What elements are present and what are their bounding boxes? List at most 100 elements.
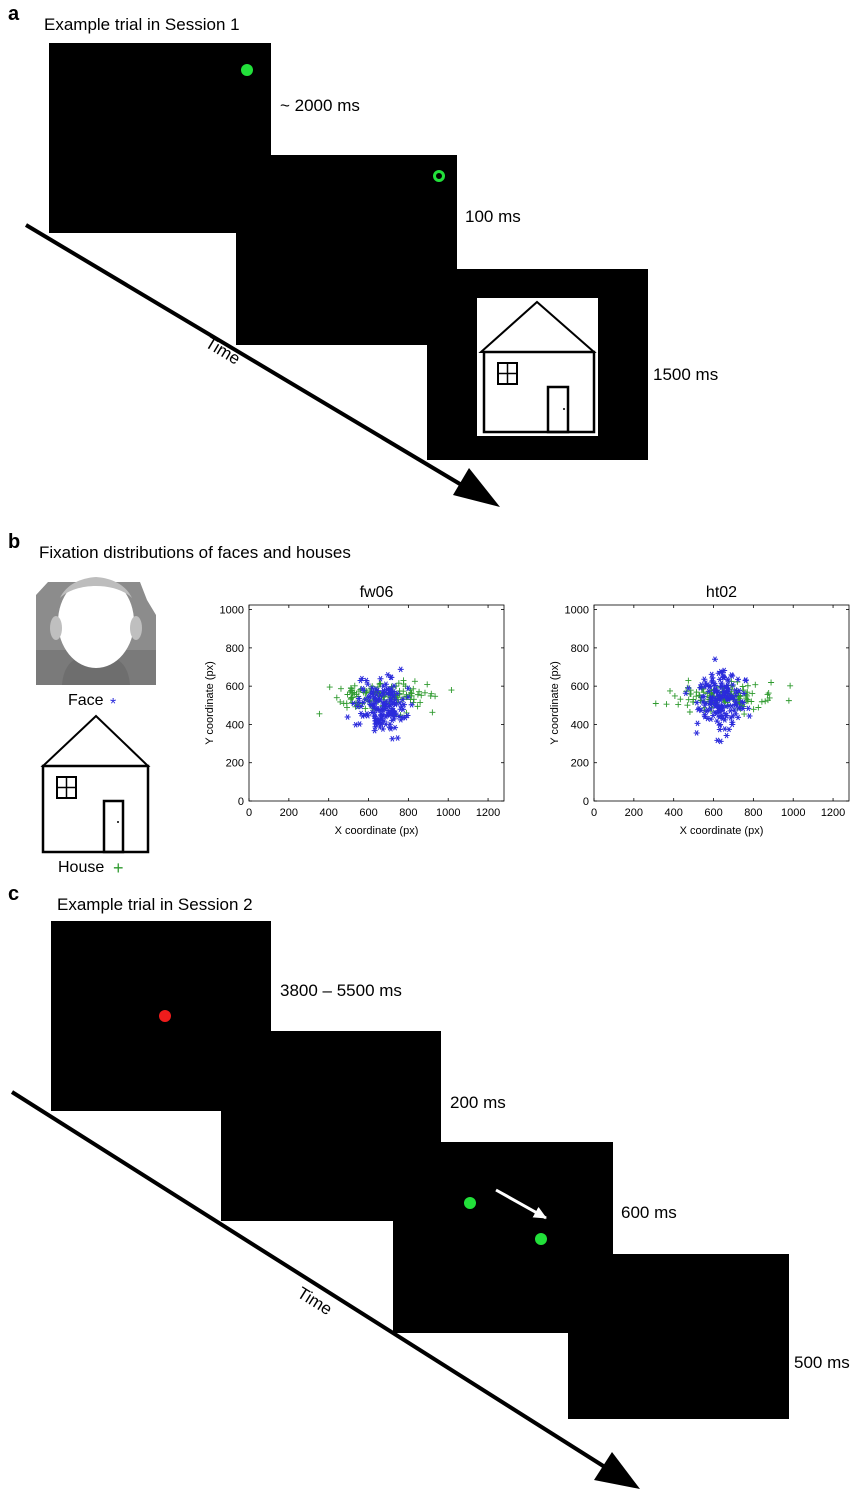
green-ring-fixation [433, 170, 445, 182]
face-point [735, 714, 742, 721]
house-point [427, 692, 434, 699]
plot-frame [248, 604, 505, 802]
house-point [353, 691, 360, 698]
face-point [714, 693, 721, 700]
x-tick-label: 1200 [476, 807, 500, 819]
x-tick-label: 400 [320, 807, 338, 819]
y-tick-label: 400 [571, 719, 589, 731]
face-point [364, 681, 371, 687]
face-point [344, 714, 351, 720]
face-point [350, 700, 357, 707]
house-point [768, 679, 775, 686]
house-point [693, 689, 700, 696]
house-point [408, 692, 415, 699]
face-point [694, 720, 701, 727]
house-point [749, 690, 756, 697]
house-point [316, 710, 323, 717]
face-point [682, 690, 689, 697]
house-point [326, 684, 333, 691]
house-point [414, 691, 421, 698]
legend-face-marker-icon: * [110, 696, 116, 713]
house-point [400, 681, 407, 688]
x-tick-label: 400 [665, 807, 683, 819]
house-point [337, 698, 344, 705]
face-point [745, 705, 752, 712]
series-face [344, 666, 415, 742]
face-point [383, 702, 390, 708]
house-stimulus-icon [477, 298, 598, 436]
panel-c-time-arrow [10, 1090, 640, 1489]
face-point [371, 709, 378, 716]
panel-a-duration-2: 100 ms [465, 207, 521, 226]
face-point [365, 694, 372, 701]
face-point [717, 721, 724, 728]
house-point [421, 689, 428, 696]
face-point [356, 721, 363, 727]
face-point [380, 683, 387, 689]
house-point [424, 681, 431, 688]
house-point [416, 688, 423, 695]
face-point [392, 724, 399, 731]
face-point [400, 714, 407, 721]
green-dot-target [535, 1233, 547, 1245]
face-point [386, 724, 393, 731]
face-point [364, 712, 371, 719]
face-point [699, 699, 706, 705]
panel-a-duration-1: ~ 2000 ms [280, 96, 360, 115]
house-point [377, 680, 384, 687]
scatter-plot-fw06: fw06 0 200 400 600 800 1000 1200 0 200 400 600 800 10… [204, 584, 505, 837]
y-tick-label: 0 [238, 796, 244, 808]
green-fixation-dot [241, 64, 253, 76]
face-stimulus-image [36, 567, 156, 685]
face-point [725, 696, 732, 703]
face-point [720, 673, 727, 680]
house-point [685, 677, 692, 684]
house-point [448, 687, 455, 694]
face-point [389, 717, 396, 724]
legend-house-label: House [58, 859, 104, 876]
y-tick-label: 800 [571, 643, 589, 655]
face-point [390, 692, 397, 699]
x-tick-label: 800 [744, 807, 762, 819]
face-point [740, 690, 747, 697]
face-point [399, 696, 406, 703]
face-point [394, 735, 401, 741]
face-point [726, 702, 733, 709]
x-tick-label: 200 [280, 807, 298, 819]
face-point [396, 713, 403, 720]
face-point [732, 687, 739, 694]
face-point [699, 694, 706, 700]
face-point [716, 726, 723, 733]
y-tick-label: 0 [583, 796, 589, 808]
face-point [391, 683, 398, 689]
face-point [711, 681, 718, 687]
face-point [728, 672, 735, 678]
face-point [722, 703, 729, 710]
face-point [732, 692, 739, 699]
x-tick-label: 800 [399, 807, 417, 819]
house-point [417, 699, 424, 706]
house-point [337, 685, 344, 692]
house-point [351, 682, 358, 689]
face-point [373, 686, 380, 692]
green-dot-start [464, 1197, 476, 1209]
house-point [744, 698, 751, 705]
face-point [742, 677, 749, 683]
face-point [746, 713, 753, 719]
face-point [355, 695, 362, 702]
house-point [418, 692, 425, 699]
face-point [712, 686, 719, 693]
face-point [728, 694, 735, 700]
scatter-plot-ht02: ht02 0 200 400 600 800 1000 1200 0 200 400 600 800 10… [549, 584, 850, 837]
face-point [725, 687, 732, 693]
face-point [387, 685, 394, 692]
house-point [675, 701, 682, 708]
face-point [723, 732, 730, 739]
face-point [685, 685, 692, 692]
panel-b-letter: b [8, 531, 20, 553]
face-point [727, 707, 734, 714]
face-point [703, 708, 710, 715]
house-point [333, 694, 340, 701]
face-point [708, 698, 715, 705]
